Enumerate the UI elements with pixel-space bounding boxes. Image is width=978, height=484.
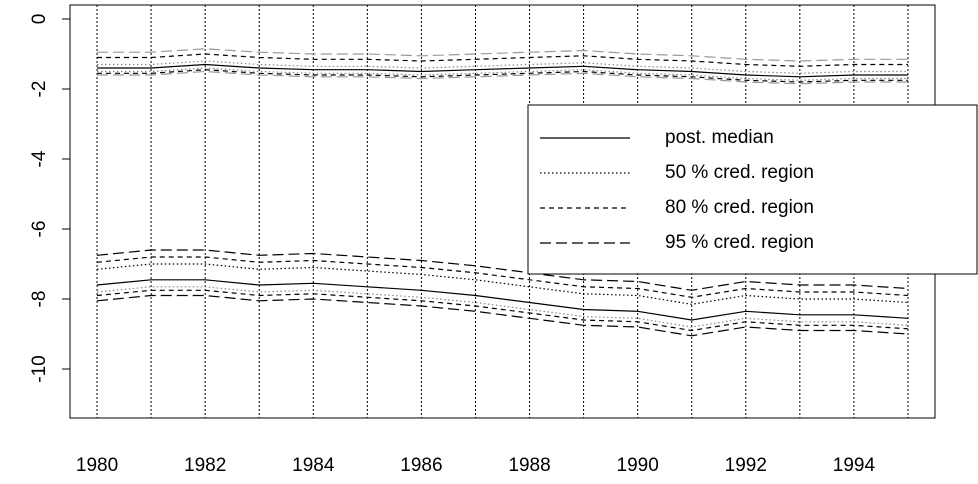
series-line [96,294,909,337]
x-tick-label: 1980 [76,455,118,476]
series-line [97,70,908,85]
series-line [96,249,909,291]
series-line [96,289,909,332]
y-tick-label: 0 [29,14,50,25]
series-line [96,256,909,298]
x-tick-label: 1982 [184,455,226,476]
legend-label: 80 % cred. region [665,197,814,218]
series-line [97,53,908,67]
series-line [97,69,908,83]
legend-box [527,104,978,275]
x-tick-label: 1986 [400,455,442,476]
y-tick-label: -10 [29,355,50,382]
x-tick-label: 1988 [508,455,550,476]
x-tick-label: 1984 [292,455,335,476]
y-tick-label: -6 [29,221,50,238]
series-line [97,63,908,78]
series-line [97,48,908,62]
legend-label: 95 % cred. region [665,232,814,253]
legend-label: 50 % cred. region [665,162,814,183]
series-line [97,67,908,81]
series-line [96,286,909,328]
x-tick-label: 1994 [833,455,876,476]
series-line [96,279,909,321]
x-tick-label: 1990 [617,455,659,476]
x-tick-label: 1992 [725,455,767,476]
legend-label: post. median [665,127,774,148]
series-line [97,60,908,74]
y-tick-label: -2 [29,81,50,98]
y-tick-label: -4 [29,150,50,167]
y-tick-label: -8 [29,291,50,308]
